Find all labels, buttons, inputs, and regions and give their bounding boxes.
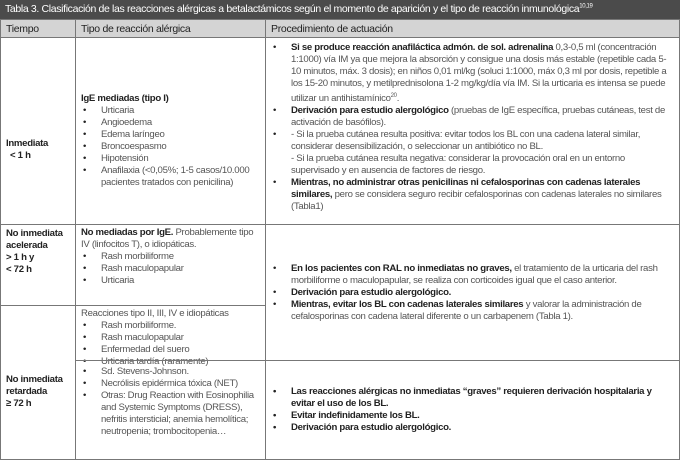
header-tiempo: Tiempo [0, 19, 76, 38]
proc-item: Derivación para estudio alergológico (pr… [271, 105, 674, 129]
proc-item: Mientras, no administrar otras penicilin… [271, 177, 674, 213]
proc-item: Derivación para estudio alergológico. [271, 287, 674, 299]
proc-inmediata: Si se produce reacción anafiláctica admó… [265, 37, 680, 225]
proc-item: Evitar indefinidamente los BL. [271, 410, 674, 422]
type-no-ige: No mediadas por IgE. Probablemente tipo … [75, 224, 266, 306]
table-title: Tabla 3. Clasificación de las reacciones… [0, 0, 680, 19]
header-tipo: Tipo de reacción alérgica [75, 19, 266, 38]
time-retardada: No inmediata retardada ≥ 72 h [0, 305, 76, 460]
type-tipo-ii-iv: Reacciones tipo II, III, IV e idiopática… [75, 305, 266, 368]
proc-no-graves: En los pacientes con RAL no inmediatas n… [265, 224, 680, 361]
proc-item: Si se produce reacción anafiláctica admó… [271, 42, 674, 105]
proc-item: Derivación para estudio alergológico. [271, 422, 674, 434]
time-inmediata: Inmediata < 1 h [0, 37, 76, 225]
header-procedimiento: Procedimiento de actuación [265, 19, 680, 38]
proc-item: Mientras, evitar los BL con cadenas late… [271, 299, 674, 323]
type-ige: IgE mediadas (tipo I) Urticaria Angioede… [75, 37, 266, 225]
proc-item: Las reacciones alérgicas no inmediatas “… [271, 386, 674, 410]
ige-list: Urticaria Angioedema Edema laríngeo Bron… [81, 105, 260, 189]
time-acelerada: No inmediata acelerada > 1 h y < 72 h [0, 224, 76, 306]
proc-item: En los pacientes con RAL no inmediatas n… [271, 263, 674, 287]
proc-graves: Las reacciones alérgicas no inmediatas “… [265, 360, 680, 460]
type-graves: Sd. Stevens-Johnson. Necrólisis epidérmi… [75, 360, 266, 460]
proc-item: - Si la prueba cutánea resulta positiva:… [271, 129, 674, 177]
